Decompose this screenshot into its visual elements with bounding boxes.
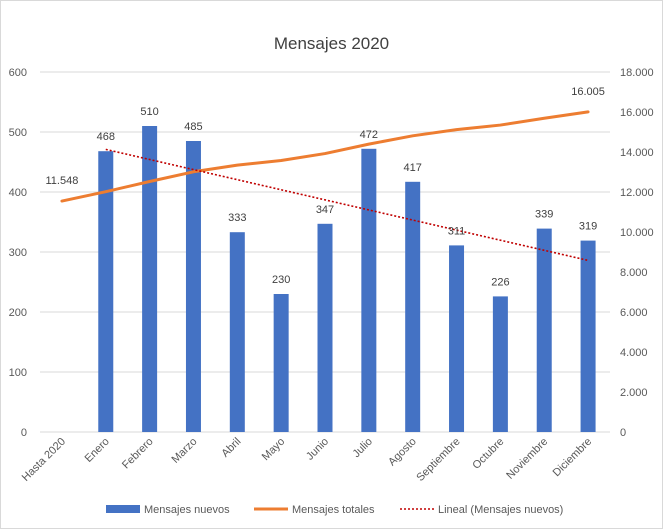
x-tick-label: Julio — [350, 436, 374, 460]
y-left-tick-label: 100 — [9, 367, 27, 379]
y-right-tick-label: 12.000 — [620, 187, 654, 199]
y-left-tick-label: 200 — [9, 307, 27, 319]
bar-data-label: 347 — [316, 204, 334, 216]
x-tick-label: Hasta 2020 — [20, 436, 68, 484]
y-right-tick-label: 14.000 — [620, 147, 654, 159]
legend-label: Lineal (Mensajes nuevos) — [438, 504, 563, 516]
y-right-tick-label: 18.000 — [620, 67, 654, 79]
x-tick-label: Mayo — [260, 436, 288, 464]
x-tick-label: Diciembre — [551, 436, 594, 479]
line-data-label: 11.548 — [46, 175, 79, 187]
bar-data-label: 510 — [140, 106, 158, 118]
bar-data-label: 319 — [579, 221, 597, 233]
bar — [361, 148, 377, 433]
bar-data-label: 485 — [184, 121, 202, 133]
bar-data-label: 311 — [448, 225, 466, 237]
y-left-tick-label: 600 — [9, 67, 27, 79]
bar — [492, 296, 508, 432]
y-right-tick-label: 6.000 — [620, 307, 648, 319]
y-left-tick-label: 400 — [9, 187, 27, 199]
legend-swatch-bar — [106, 505, 140, 513]
x-tick-label: Febrero — [120, 436, 156, 472]
y-left-tick-label: 500 — [9, 127, 27, 139]
y-left-tick-label: 300 — [9, 247, 27, 259]
x-tick-label: Agosto — [386, 436, 419, 469]
x-tick-label: Marzo — [169, 436, 199, 466]
bar — [229, 232, 245, 432]
bar-data-label: 230 — [272, 274, 290, 286]
bar — [273, 294, 289, 432]
y-right-tick-label: 4.000 — [620, 347, 648, 359]
y-right-tick-label: 10.000 — [620, 227, 654, 239]
x-tick-label: Septiembre — [414, 436, 462, 484]
bar — [317, 223, 333, 432]
x-tick-label: Octubre — [470, 436, 506, 472]
legend-label: Mensajes totales — [292, 504, 375, 516]
y-left-tick-label: 0 — [21, 427, 27, 439]
bar — [536, 228, 552, 432]
bar — [449, 245, 465, 432]
bar — [185, 141, 201, 432]
line-data-label: 16.005 — [571, 86, 605, 98]
bar-data-label: 417 — [404, 162, 422, 174]
trendline — [105, 148, 589, 262]
bar — [142, 126, 158, 432]
bar — [98, 151, 114, 432]
y-right-tick-label: 2.000 — [620, 387, 648, 399]
bar-data-label: 468 — [97, 131, 115, 143]
line-series-totales — [60, 110, 590, 203]
bar — [405, 181, 421, 432]
chart-title: Mensajes 2020 — [273, 34, 390, 53]
y-right-tick-label: 0 — [620, 427, 626, 439]
legend-label: Mensajes nuevos — [144, 504, 230, 516]
x-tick-label: Junio — [304, 436, 331, 463]
bar-data-label: 339 — [535, 209, 553, 221]
bar-data-label: 333 — [228, 212, 246, 224]
x-tick-label: Noviembre — [504, 436, 550, 482]
x-tick-label: Enero — [83, 436, 112, 465]
y-right-tick-label: 8.000 — [620, 267, 648, 279]
bar-data-label: 472 — [360, 129, 378, 141]
bar — [580, 240, 596, 432]
x-tick-label: Abril — [219, 436, 243, 460]
bar-data-label: 226 — [491, 276, 509, 288]
y-right-tick-label: 16.000 — [620, 107, 654, 119]
